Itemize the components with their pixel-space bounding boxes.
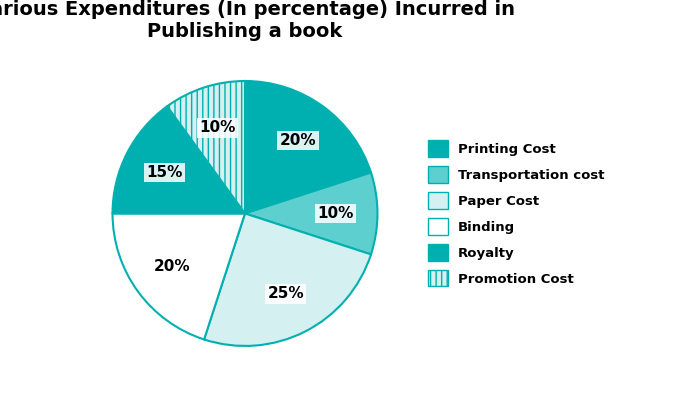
Legend: Printing Cost, Transportation cost, Paper Cost, Binding, Royalty, Promotion Cost: Printing Cost, Transportation cost, Pape… xyxy=(424,136,608,290)
Wedge shape xyxy=(245,81,371,213)
Wedge shape xyxy=(204,213,371,346)
Title: Various Expenditures (In percentage) Incurred in
Publishing a book: Various Expenditures (In percentage) Inc… xyxy=(0,0,514,41)
Text: 10%: 10% xyxy=(199,120,235,135)
Text: 20%: 20% xyxy=(154,259,190,274)
Wedge shape xyxy=(113,106,245,213)
Wedge shape xyxy=(167,81,245,213)
Wedge shape xyxy=(113,213,245,340)
Text: 20%: 20% xyxy=(279,133,316,148)
Text: 10%: 10% xyxy=(317,206,354,221)
Text: 25%: 25% xyxy=(267,286,304,301)
Wedge shape xyxy=(245,172,377,255)
Text: 15%: 15% xyxy=(146,165,183,180)
